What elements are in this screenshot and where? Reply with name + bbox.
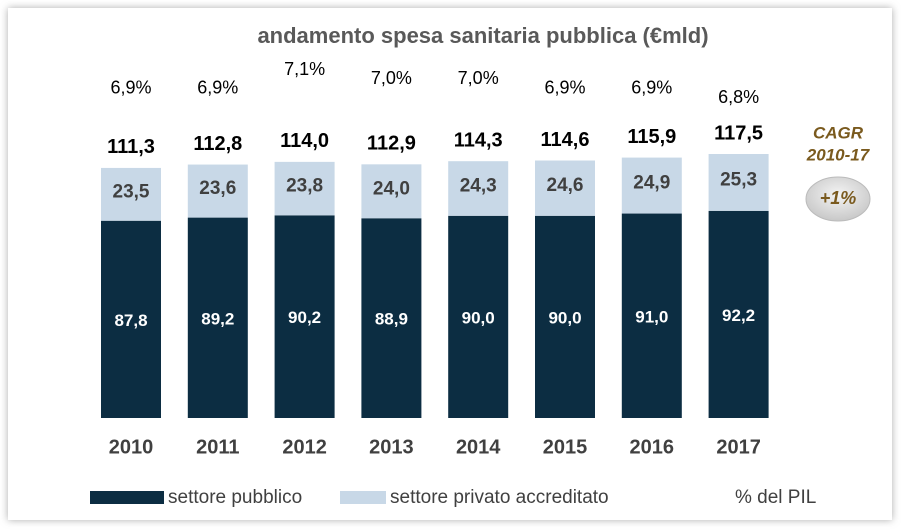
annotation: 2010-17 [806,145,871,164]
bar-segment [535,215,595,418]
bar-segment [187,217,248,418]
data-label: 92,2 [722,306,755,325]
bar-segment [621,213,682,418]
bar-segment [535,160,595,216]
bar-segment [708,154,769,211]
pil-label: 6,9% [544,77,585,97]
legend-swatch [340,491,386,504]
x-tick-label: 2012 [282,436,327,458]
bar-segment [101,167,161,221]
legend-swatch [90,491,164,504]
bar-segment [708,210,769,418]
total-label: 114,0 [280,130,329,152]
bar-segment [448,215,509,418]
total-label: 112,8 [193,133,242,155]
data-label: 25,3 [720,169,757,190]
data-label: 90,0 [462,308,495,327]
data-label: 23,6 [199,178,236,199]
bar-segment [274,215,335,418]
data-label: 90,0 [548,308,581,327]
bar-segment [448,161,509,216]
total-label: 111,3 [107,136,155,158]
pil-label: 7,0% [371,68,412,88]
data-label: 24,3 [460,176,497,197]
data-label: 91,0 [635,307,668,326]
data-label: 24,0 [373,178,410,199]
x-tick-label: 2014 [456,436,501,458]
total-label: 115,9 [627,126,676,148]
data-label: 24,9 [633,173,670,194]
x-tick-label: 2017 [716,436,761,458]
x-tick-label: 2013 [369,436,414,458]
total-label: 112,9 [367,133,416,155]
annotation-badge [805,176,871,222]
x-tick-label: 2010 [109,436,154,458]
bar-segment [361,218,422,418]
annotation: CAGR [813,123,864,142]
legend-label: settore pubblico [168,487,302,508]
x-tick-label: 2016 [630,436,675,458]
data-label: 88,9 [375,310,408,329]
pil-label: 7,1% [284,59,325,79]
total-label: 114,6 [541,129,590,151]
pil-label: 7,0% [458,68,499,88]
pil-label: 6,9% [110,77,151,97]
annotation: +1% [820,188,857,208]
bar-segment [101,220,161,418]
data-label: 87,8 [114,311,147,330]
pil-label: 6,9% [197,77,238,97]
data-label: 89,2 [201,309,234,328]
pil-label: 6,8% [718,87,759,107]
x-tick-label: 2011 [196,436,239,458]
data-label: 23,8 [286,176,323,197]
x-tick-label: 2015 [543,436,588,458]
chart-title: andamento spesa sanitaria pubblica (€mld… [257,23,708,48]
pil-label: 6,9% [631,77,672,97]
total-label: 114,3 [454,129,503,151]
data-label: 24,6 [547,175,584,196]
bar-segment [361,164,422,219]
bar-segment [187,164,248,218]
bar-segment [621,157,682,214]
total-label: 117,5 [714,122,763,144]
data-label: 23,5 [113,181,150,202]
legend-label: settore privato accreditato [390,487,609,508]
bar-segment [274,161,335,216]
data-label: 90,2 [288,308,321,327]
legend-label: % del PIL [735,487,816,508]
